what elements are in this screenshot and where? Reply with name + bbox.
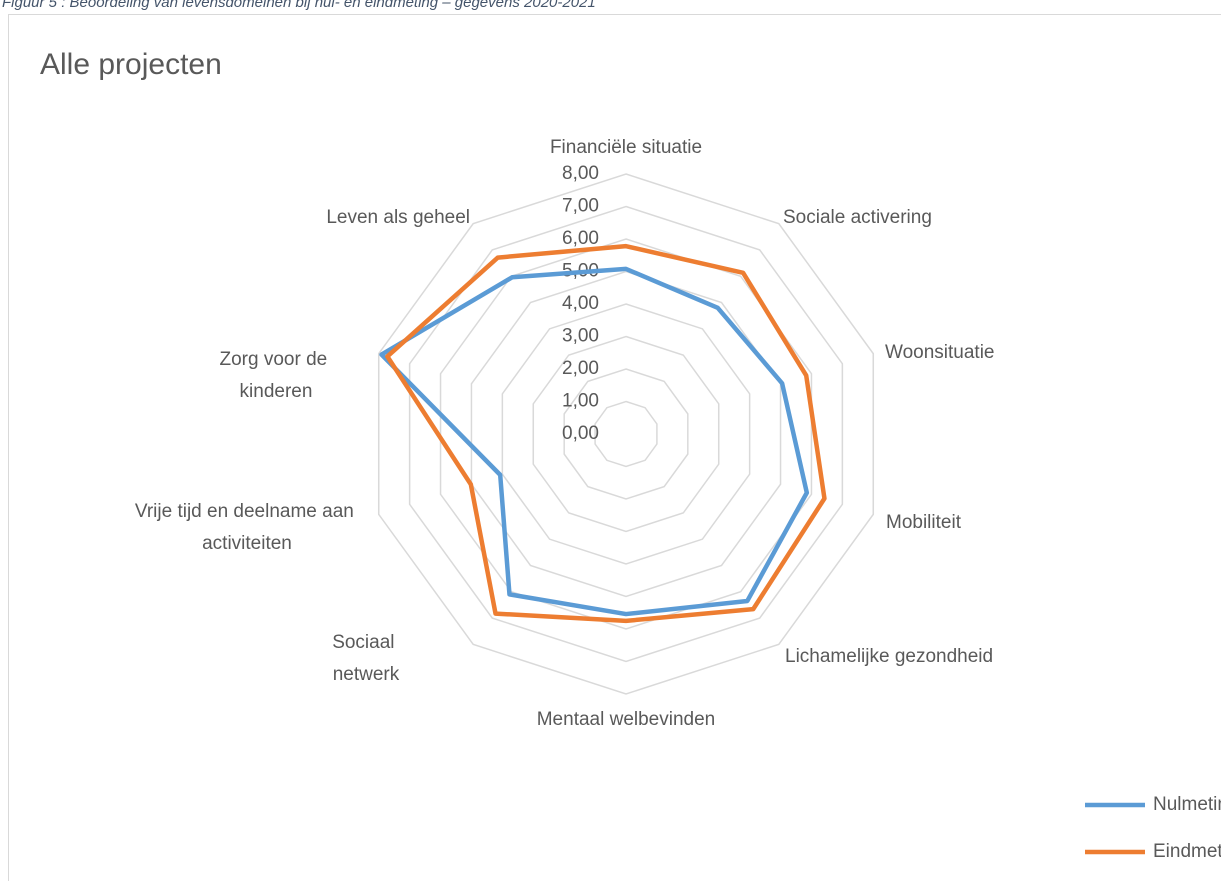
y-tick-label: 8,00 (562, 163, 599, 184)
chart-title: Alle projecten (40, 48, 222, 81)
category-label: Lichamelijke gezondheid (785, 646, 993, 667)
y-tick-label: 3,00 (562, 326, 599, 347)
legend-label: Nulmeting (1153, 794, 1221, 815)
category-label: Leven als geheel (326, 207, 470, 228)
category-label: Woonsituatie (885, 342, 995, 363)
y-tick-label: 7,00 (562, 196, 599, 217)
y-tick-label: 1,00 (562, 391, 599, 412)
category-label: Sociale activering (783, 207, 932, 228)
legend-label: Eindmeting (1153, 841, 1221, 862)
category-label: Financiële situatie (550, 137, 702, 158)
y-tick-label: 0,00 (562, 423, 599, 444)
category-label: Mobiliteit (886, 512, 962, 533)
figure-caption: Figuur 5 : Beoordeling van levensdomeine… (2, 0, 596, 11)
y-tick-label: 6,00 (562, 228, 599, 249)
y-tick-label: 4,00 (562, 293, 599, 314)
y-tick-label: 2,00 (562, 358, 599, 379)
category-label: Mentaal welbevinden (537, 709, 716, 730)
